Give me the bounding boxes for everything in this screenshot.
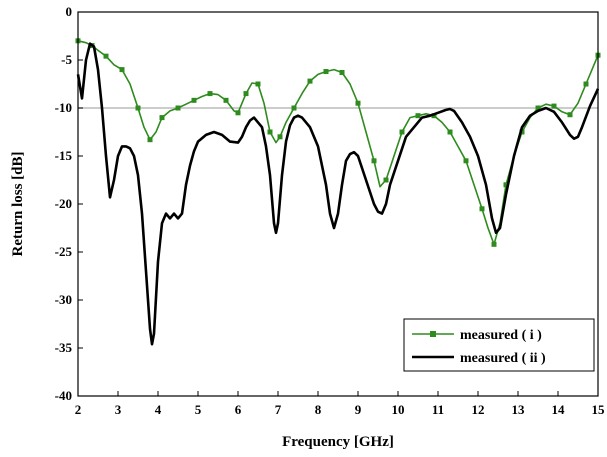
- series-1-marker: [255, 81, 261, 87]
- x-tick-label: 14: [552, 402, 566, 417]
- x-tick-label: 5: [195, 402, 202, 417]
- legend: measured ( i ) measured ( ii ): [403, 318, 595, 372]
- series-1-marker: [339, 69, 345, 75]
- x-tick-label: 13: [512, 402, 526, 417]
- x-tick-label: 2: [75, 402, 82, 417]
- series-1-marker: [399, 129, 405, 135]
- x-tick-label: 7: [275, 402, 282, 417]
- x-tick-label: 11: [432, 402, 444, 417]
- y-tick-label: -35: [55, 340, 73, 355]
- x-tick-label: 15: [592, 402, 606, 417]
- x-tick-label: 10: [392, 402, 405, 417]
- x-tick-label: 6: [235, 402, 242, 417]
- series-1-marker: [479, 206, 485, 212]
- y-tick-label: 0: [66, 4, 73, 19]
- x-axis-title: Frequency [GHz]: [282, 434, 394, 450]
- series-1-marker: [277, 134, 283, 140]
- x-tick-label: 12: [472, 402, 485, 417]
- series-1-marker: [267, 129, 273, 135]
- series-1-marker: [323, 69, 329, 75]
- axes-layer: 2 3 4 5 6 7 8 9 10 11 12 13 14 15 0 -5 -10 -15 -20 -25 -30 -3…: [55, 4, 605, 417]
- y-tick-label: -20: [55, 196, 72, 211]
- series-1-marker: [147, 137, 153, 143]
- y-tick-label: -15: [55, 148, 73, 163]
- series-1-marker: [431, 113, 437, 119]
- series-1-marker: [567, 112, 573, 118]
- series-1-marker: [447, 129, 453, 135]
- series-1-marker: [243, 91, 249, 97]
- series-line-2: [76, 42, 600, 346]
- series-1-marker: [159, 115, 165, 121]
- series-1-marker: [371, 158, 377, 164]
- series-1-marker: [103, 53, 109, 59]
- y-tick-label: -5: [61, 52, 72, 67]
- y-axis-title: Return loss [dB]: [10, 151, 26, 256]
- x-tick-label: 9: [355, 402, 362, 417]
- series-1-marker: [235, 110, 241, 116]
- legend-box: [403, 318, 595, 372]
- series-1-marker: [535, 105, 541, 111]
- legend-label-series-2: measured ( ii ): [460, 351, 546, 366]
- series-1-marker: [503, 182, 509, 188]
- series-1-marker: [383, 177, 389, 183]
- x-tick-label: 4: [155, 402, 162, 417]
- x-tick-label: 8: [315, 402, 322, 417]
- series-1-marker: [135, 105, 141, 111]
- series-1-marker: [415, 113, 421, 119]
- series-1-marker: [175, 105, 181, 111]
- series-1-marker: [583, 81, 589, 87]
- y-tick-label: -10: [55, 100, 72, 115]
- series-1-marker: [119, 67, 125, 73]
- legend-marker-series-1: [430, 331, 436, 337]
- series-1-marker: [291, 105, 297, 111]
- series-1-marker: [355, 100, 361, 106]
- y-tick-label: -40: [55, 388, 72, 403]
- y-tick-label: -25: [55, 244, 73, 259]
- series-1-marker: [463, 158, 469, 164]
- series-layer: [75, 38, 601, 346]
- series-1-marker: [307, 78, 313, 84]
- series-1-marker: [191, 97, 197, 103]
- series-1-marker: [207, 91, 213, 97]
- series-1-marker: [223, 97, 229, 103]
- y-tick-label: -30: [55, 292, 72, 307]
- x-tick-label: 3: [115, 402, 122, 417]
- series-1-marker: [491, 241, 497, 247]
- series-1-marker: [551, 103, 557, 109]
- legend-label-series-1: measured ( i ): [460, 328, 542, 343]
